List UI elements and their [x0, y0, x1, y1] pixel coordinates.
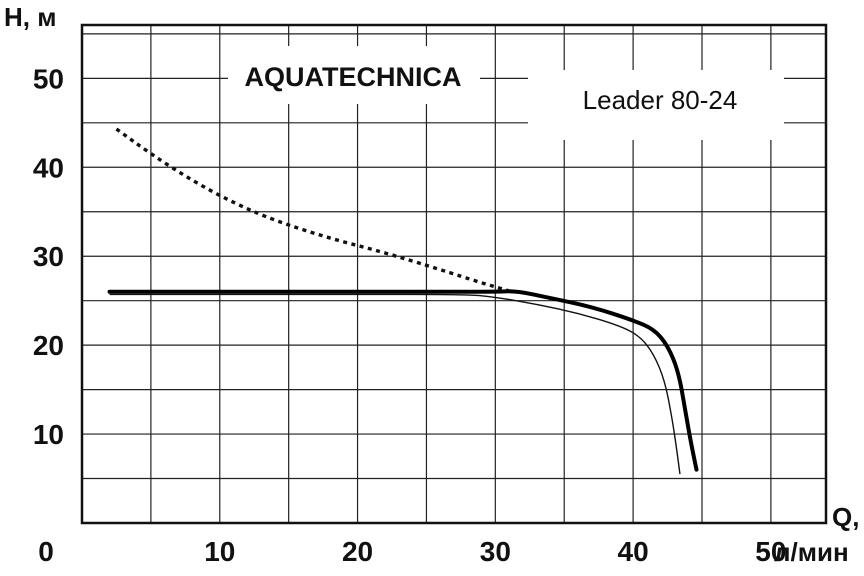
x-axis-label-top: Q, [832, 502, 859, 532]
x-tick-label: 50 [755, 536, 786, 567]
model-label: Leader 80-24 [583, 85, 738, 115]
plot-frame [80, 23, 828, 525]
x-tick-label: 10 [204, 536, 235, 567]
series-line-thin [109, 293, 681, 475]
x-tick-label: 30 [480, 536, 511, 567]
y-tick-label: 40 [33, 152, 64, 183]
y-axis-label: H, м [4, 2, 56, 32]
x-tick-label: 0 [38, 536, 54, 567]
x-axis-label-unit: л/мин [774, 537, 849, 567]
series-line-bold [107, 289, 699, 472]
brand-label-box [228, 46, 480, 104]
y-tick-label: 50 [33, 63, 64, 94]
series-group [107, 127, 699, 475]
x-tick-label: 40 [618, 536, 649, 567]
y-tick-label: 10 [33, 419, 64, 450]
series-line-dotted [115, 127, 510, 293]
tick-labels: 0 10 20 30 40 50 10 20 30 40 50 [33, 63, 787, 567]
brand-label: AQUATECHNICA [245, 62, 462, 92]
model-label-box [528, 70, 784, 140]
x-tick-label: 20 [342, 536, 373, 567]
y-tick-label: 30 [33, 241, 64, 272]
y-tick-label: 20 [33, 330, 64, 361]
